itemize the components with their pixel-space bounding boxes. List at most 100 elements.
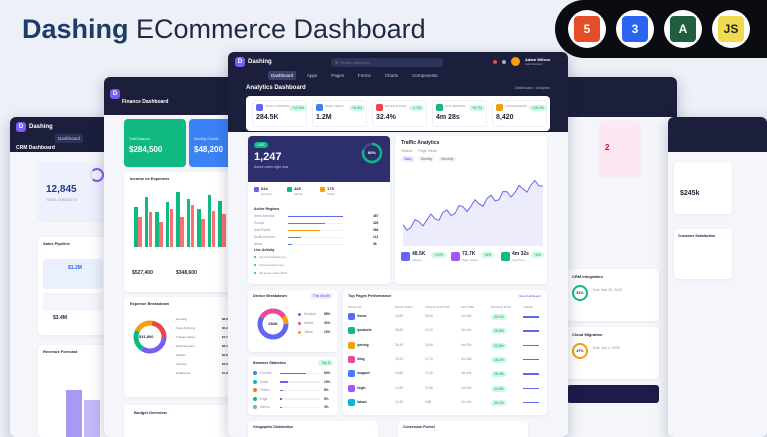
browser-icon xyxy=(253,388,257,392)
brand-name: Dashing xyxy=(22,14,129,44)
expense-value: $8,950 xyxy=(221,317,231,321)
trend-spark xyxy=(523,344,539,347)
income-bar xyxy=(144,197,148,247)
crm-integration-due: Due: Mar 30, 2026 xyxy=(593,288,622,292)
page-cell: 14,7K xyxy=(425,356,434,361)
browser-value: 64% xyxy=(324,371,331,375)
traffic-stat-delta: +5% xyxy=(531,252,545,258)
traffic-stat-label: Page Views xyxy=(462,258,478,262)
nav-apps[interactable]: Apps xyxy=(307,73,318,78)
expense-bar xyxy=(159,222,163,247)
page-url[interactable]: /products xyxy=(357,328,372,333)
income-bar xyxy=(218,201,222,247)
javascript-icon: JS xyxy=(712,10,750,48)
table-header: AVG TIME xyxy=(461,305,475,309)
search-bar[interactable]: ⚲ xyxy=(331,58,443,67)
nav-charts[interactable]: Charts xyxy=(384,73,399,78)
nav-dashboard[interactable]: Dashboard xyxy=(55,134,84,143)
expense-name: Food & Dining xyxy=(176,326,196,330)
traffic-stat-icon xyxy=(401,252,410,261)
user-role: Administrator xyxy=(525,62,543,66)
tab-weekly[interactable]: Weekly xyxy=(417,156,436,162)
analytics-title: Analytics Dashboard xyxy=(246,85,306,91)
income-expenses-title: Income vs Expenses xyxy=(130,176,170,181)
page-url[interactable]: /pricing xyxy=(357,342,369,347)
search-input[interactable] xyxy=(339,60,430,65)
full-report-link[interactable]: View Full Report xyxy=(519,294,541,298)
page-url[interactable]: /about xyxy=(357,399,367,404)
activity-item[interactable]: /products/laptop-pro xyxy=(259,255,286,259)
page-cell: 12,3K xyxy=(425,371,434,376)
html5-icon-glyph: 5 xyxy=(574,16,600,42)
css3-icon: 3 xyxy=(616,10,654,48)
expense-bar xyxy=(222,214,226,247)
traffic-stat-icon xyxy=(501,252,510,261)
expense-name: Housing xyxy=(176,317,188,321)
device-dot xyxy=(298,322,301,325)
trend-spark xyxy=(523,401,539,404)
budget-title: Budget Overview xyxy=(134,410,167,415)
pipeline-value-2: $3.4M xyxy=(53,315,67,321)
device-icon xyxy=(287,187,292,192)
contacts-card: 12,845 TOTAL CONTACTS xyxy=(38,162,110,220)
top-pages-title: Top Pages Performance xyxy=(348,294,392,298)
kpi-value: 2 xyxy=(605,143,610,152)
avatar[interactable] xyxy=(511,57,520,66)
crm-integration-title: CRM Integration xyxy=(572,274,603,279)
expense-bar xyxy=(148,212,152,247)
page-url[interactable]: /blog xyxy=(357,356,365,361)
page-url[interactable]: /login xyxy=(357,385,366,390)
activity-item[interactable]: /blog/seo-guide-2024 xyxy=(259,271,288,275)
live-ring-value: 80% xyxy=(367,150,376,155)
page-cell: 11,8K xyxy=(425,385,434,390)
stat-icon xyxy=(256,104,263,111)
device-filter[interactable]: This Month xyxy=(309,293,333,299)
income-bar xyxy=(176,192,180,247)
cloud-migration-card: Cloud Migration 47% Due: Jun 1, 2026 xyxy=(567,327,659,379)
nav-dashboard[interactable]: Dashboard xyxy=(268,71,297,80)
traffic-stat-label: Visitors xyxy=(412,258,422,262)
page-cell: 28,4K xyxy=(425,314,434,318)
page-url[interactable]: /home xyxy=(357,314,367,318)
activity-item[interactable]: /checkout/payment xyxy=(259,263,285,267)
nav-components[interactable]: Components xyxy=(412,73,438,78)
browser-track xyxy=(280,406,320,408)
expense-bar xyxy=(201,219,205,247)
expense-item: Savings $3,900 xyxy=(176,362,231,371)
logo-icon: D xyxy=(110,89,120,99)
region-bar xyxy=(288,236,301,238)
expense-value: $3,150 xyxy=(221,344,231,348)
browser-value: 4% xyxy=(324,405,329,409)
notification-icon[interactable] xyxy=(493,59,497,64)
app-brand: Dashing xyxy=(248,59,272,65)
tab-daily[interactable]: Daily xyxy=(401,156,415,162)
stat-delta: +18.2% xyxy=(529,105,547,111)
expenses-value: $348,600 xyxy=(176,270,197,276)
geo-title: Geographic Distribution xyxy=(253,425,294,429)
finance-title: Finance Dashboard xyxy=(122,99,169,105)
page-cell: 16,8K xyxy=(395,371,404,376)
stat-delta: -2.1% xyxy=(409,105,425,111)
stat-card: AVG SESSION 4m 28s +5.7% xyxy=(432,100,487,127)
sales-dashboard-screenshot: $245k Customer Satisfaction xyxy=(668,117,767,437)
region-value: 487 xyxy=(373,214,379,218)
expense-name: Healthcare xyxy=(176,371,191,375)
javascript-icon-glyph: JS xyxy=(718,16,744,42)
region-value: 38 xyxy=(373,242,377,246)
legend-pageviews: Page Views xyxy=(418,149,437,153)
sales-pipeline-card: Sales Pipeline $1.2M $3.4M xyxy=(38,237,110,335)
stat-card: BOUNCE RATE 32.4% -2.1% xyxy=(372,100,427,127)
page-url[interactable]: /support xyxy=(357,371,370,376)
traffic-stat-value: 72.7K xyxy=(462,251,476,257)
nav-pages[interactable]: Pages xyxy=(331,73,345,78)
tab-monthly[interactable]: Monthly xyxy=(438,156,457,162)
angular-icon: A xyxy=(664,10,702,48)
nav-forms[interactable]: Forms xyxy=(358,73,371,78)
breadcrumb[interactable]: Dashboard > Analytics xyxy=(515,86,550,90)
device-name: Desktop xyxy=(304,312,316,316)
device-name: Tablet xyxy=(304,330,313,334)
message-icon[interactable] xyxy=(502,59,506,64)
table-header: BOUNCE RATE xyxy=(491,305,511,309)
page-cell: 3m 44s xyxy=(461,371,472,376)
progress-ring xyxy=(90,168,104,182)
